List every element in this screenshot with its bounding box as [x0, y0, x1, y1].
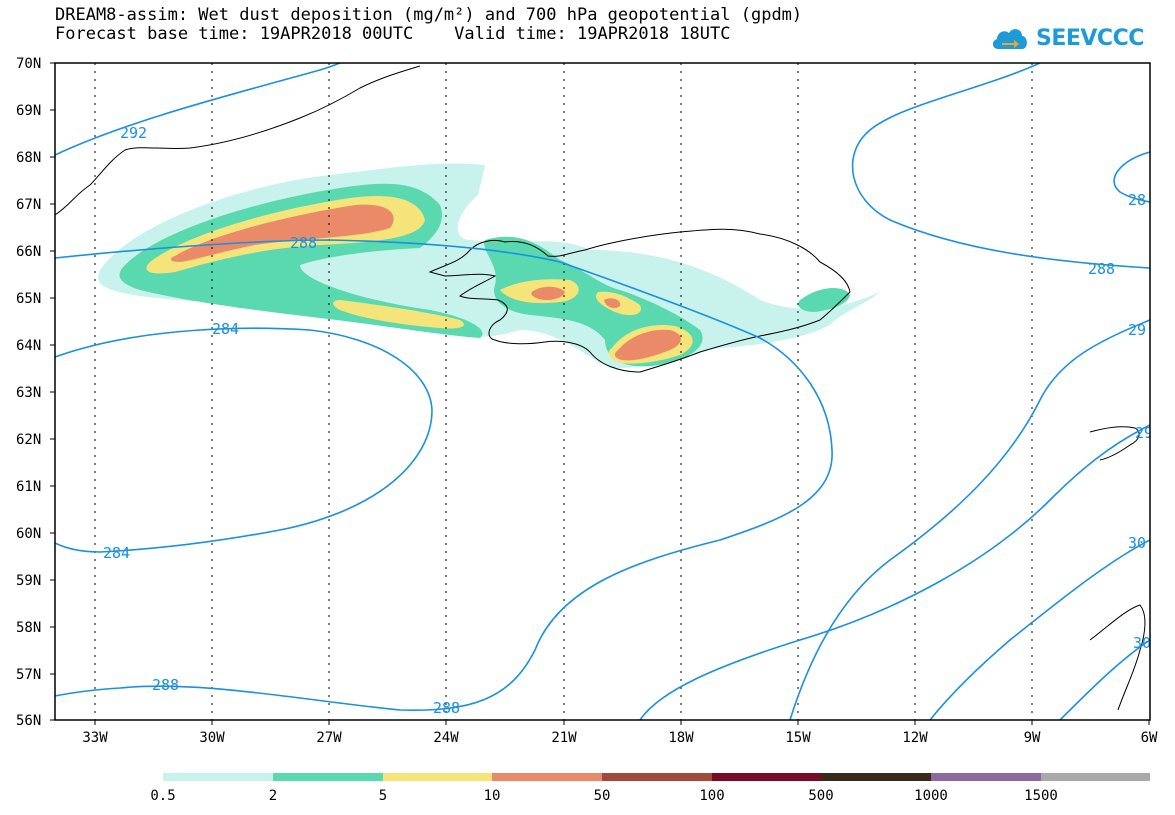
dust-deposition-field [98, 163, 881, 369]
map-title-line1: DREAM8-assim: Wet dust deposition (mg/m²… [55, 5, 803, 25]
colorbar: 0.5 2 5 10 50 100 500 1000 1500 [150, 773, 1150, 804]
colorbar-segment [602, 773, 712, 781]
seevccc-logo: SEEVCCC [990, 20, 1144, 56]
colorbar-tick: 500 [808, 788, 833, 804]
graticule [94, 63, 1033, 720]
lat-label: 61N [16, 479, 41, 495]
colorbar-segment [383, 773, 492, 781]
colorbar-segment [163, 773, 273, 781]
contour-label: 288 [152, 676, 179, 694]
lat-label: 58N [16, 620, 41, 636]
colorbar-tick: 2 [269, 788, 277, 804]
colorbar-segment [931, 773, 1041, 781]
colorbar-tick: 100 [699, 788, 724, 804]
coastlines [55, 65, 1146, 711]
lat-label: 70N [16, 56, 41, 72]
colorbar-tick: 1000 [914, 788, 948, 804]
contour-label: 284 [212, 320, 239, 338]
colorbar-segment [1041, 773, 1150, 781]
lat-label: 62N [16, 432, 41, 448]
lon-label: 6W [1141, 730, 1158, 746]
contour-label: 288 [1088, 260, 1115, 278]
lat-label: 66N [16, 244, 41, 260]
contour-label: 28 [1128, 191, 1146, 209]
logo-text: SEEVCCC [1036, 25, 1144, 51]
latitude-axis: 70N 69N 68N 67N 66N 65N 64N 63N 62N 61N … [16, 56, 55, 729]
contour-labels: 292 288 284 284 288 288 288 28 29 29 30 … [103, 124, 1153, 717]
colorbar-tick: 50 [594, 788, 611, 804]
colorbar-segment [492, 773, 602, 781]
colorbar-tick: 1500 [1024, 788, 1058, 804]
lon-label: 24W [433, 730, 459, 746]
map-title-line2: Forecast base time: 19APR2018 00UTC Vali… [55, 24, 731, 44]
lat-label: 65N [16, 291, 41, 307]
colorbar-tick: 0.5 [150, 788, 175, 804]
contour-label: 29 [1135, 424, 1153, 442]
lon-label: 15W [785, 730, 811, 746]
geopotential-contours [55, 63, 1150, 720]
contour-label: 30 [1128, 534, 1146, 552]
lat-label: 59N [16, 573, 41, 589]
colorbar-segment [273, 773, 383, 781]
lat-label: 60N [16, 526, 41, 542]
map-frame [54, 62, 1151, 721]
cloud-icon [992, 29, 1027, 49]
colorbar-segment [712, 773, 821, 781]
lon-label: 27W [316, 730, 342, 746]
lat-label: 64N [16, 338, 41, 354]
longitude-axis: 33W 30W 27W 24W 21W 18W 15W 12W 9W 6W [82, 720, 1158, 746]
lat-label: 56N [16, 713, 41, 729]
lat-label: 63N [16, 385, 41, 401]
colorbar-tick: 10 [484, 788, 501, 804]
contour-label: 284 [103, 544, 130, 562]
map-area: 292 288 284 284 288 288 288 28 29 29 30 … [55, 63, 1153, 720]
lat-label: 69N [16, 103, 41, 119]
lon-label: 21W [551, 730, 577, 746]
lon-label: 30W [199, 730, 225, 746]
lon-label: 33W [82, 730, 108, 746]
lon-label: 9W [1024, 730, 1041, 746]
lat-label: 57N [16, 667, 41, 683]
contour-label: 29 [1128, 321, 1146, 339]
contour-label: 30 [1133, 634, 1151, 652]
lon-label: 18W [668, 730, 694, 746]
colorbar-segment [821, 773, 931, 781]
lat-label: 68N [16, 150, 41, 166]
contour-label: 288 [433, 699, 460, 717]
lat-label: 67N [16, 197, 41, 213]
colorbar-tick: 5 [379, 788, 387, 804]
contour-label: 292 [120, 124, 147, 142]
lon-label: 12W [902, 730, 928, 746]
contour-label: 288 [290, 234, 317, 252]
